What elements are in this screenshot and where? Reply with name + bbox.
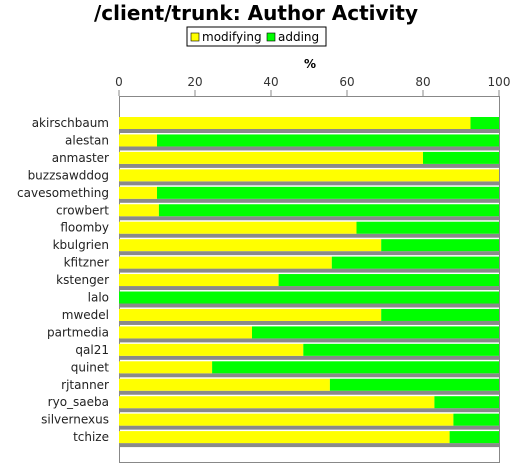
x-axis-title: % <box>304 57 316 71</box>
category-label: partmedia <box>47 325 109 339</box>
bar-adding <box>157 134 499 147</box>
bar-adding <box>212 361 499 374</box>
bar-modifying <box>119 326 252 339</box>
x-tick-label: 20 <box>187 75 202 89</box>
bar-shadow <box>120 408 499 413</box>
legend-box <box>186 26 327 47</box>
bar-shadow <box>120 233 499 238</box>
bar-modifying <box>119 361 213 374</box>
bar-modifying <box>119 186 157 199</box>
bar-shadow <box>120 286 499 291</box>
legend: modifying adding <box>186 26 327 47</box>
bar-modifying <box>119 413 454 426</box>
x-tick-label: 0 <box>115 75 123 89</box>
bar-shadow <box>120 425 499 430</box>
bar-modifying <box>119 221 357 234</box>
bar-shadow <box>120 443 499 448</box>
bar-adding <box>453 413 499 426</box>
bar-adding <box>470 117 499 129</box>
bar-shadow <box>120 181 499 186</box>
bar-modifying <box>119 117 471 129</box>
bar-adding <box>119 291 499 304</box>
bar-adding <box>423 151 499 164</box>
legend-label-modifying: modifying <box>202 30 262 44</box>
bar-shadow <box>120 146 499 151</box>
category-label: mwedel <box>62 308 109 322</box>
legend-label-adding: adding <box>278 30 319 44</box>
category-label: cavesomething <box>17 186 109 200</box>
bar-modifying <box>119 169 499 182</box>
category-label: kbulgrien <box>53 238 109 252</box>
category-label: qal21 <box>75 343 109 357</box>
bar-adding <box>278 274 499 287</box>
category-label: buzzsawddog <box>28 168 109 182</box>
bar-shadow <box>120 390 499 395</box>
bar-adding <box>381 239 499 252</box>
category-label: akirschbaum <box>32 116 109 130</box>
bar-shadow <box>120 129 499 133</box>
bar-modifying <box>119 431 450 444</box>
bar-shadow <box>120 198 499 203</box>
bar-adding <box>331 256 499 269</box>
x-tick-label: 100 <box>488 75 511 89</box>
bar-shadow <box>120 355 499 360</box>
legend-swatch-adding <box>266 32 276 42</box>
bar-adding <box>252 326 499 339</box>
category-label: rjtanner <box>61 378 109 392</box>
bar-shadow <box>120 320 499 325</box>
x-axis-ticks: 0 20 40 60 80 100 <box>115 75 510 96</box>
category-label: floomby <box>60 221 109 235</box>
category-labels: akirschbaum alestan anmaster buzzsawddog cav… <box>17 116 109 444</box>
category-label: crowbert <box>56 203 109 217</box>
bar-shadow <box>120 163 499 168</box>
chart-title: /client/trunk: Author Activity <box>94 1 418 25</box>
bar-modifying <box>119 378 330 391</box>
bar-modifying <box>119 256 332 269</box>
bar-shadow <box>120 373 499 378</box>
bar-modifying <box>119 274 279 287</box>
category-label: anmaster <box>52 151 109 165</box>
category-label: alestan <box>65 133 109 147</box>
bar-adding <box>434 396 499 409</box>
bar-shadow <box>120 338 499 343</box>
category-label: tchize <box>73 430 109 444</box>
bar-modifying <box>119 343 304 356</box>
bar-shadow <box>120 216 499 221</box>
bar-shadow <box>120 251 499 256</box>
x-tick-label: 80 <box>415 75 430 89</box>
category-label: silvernexus <box>41 413 109 427</box>
bar-adding <box>329 378 499 391</box>
x-tick-label: 40 <box>263 75 278 89</box>
bar-modifying <box>119 151 423 164</box>
bar-adding <box>157 186 499 199</box>
category-label: ryo_saeba <box>48 395 109 409</box>
bar-adding <box>158 204 499 217</box>
bar-modifying <box>119 239 382 252</box>
category-label: quinet <box>71 360 110 374</box>
bar-modifying <box>119 204 159 217</box>
bar-modifying <box>119 308 382 321</box>
bar-modifying <box>119 134 157 147</box>
category-label: lalo <box>88 291 109 305</box>
bar-adding <box>449 431 499 444</box>
category-label: kstenger <box>56 273 109 287</box>
bar-modifying <box>119 396 435 409</box>
legend-swatch-modifying <box>190 32 200 42</box>
category-label: kfitzner <box>64 256 110 270</box>
bar-adding <box>381 308 499 321</box>
bar-shadow <box>120 303 499 308</box>
bars <box>119 117 499 448</box>
x-tick-label: 60 <box>339 75 354 89</box>
bar-adding <box>303 343 499 356</box>
bar-adding <box>356 221 499 234</box>
bar-shadow <box>120 268 499 273</box>
